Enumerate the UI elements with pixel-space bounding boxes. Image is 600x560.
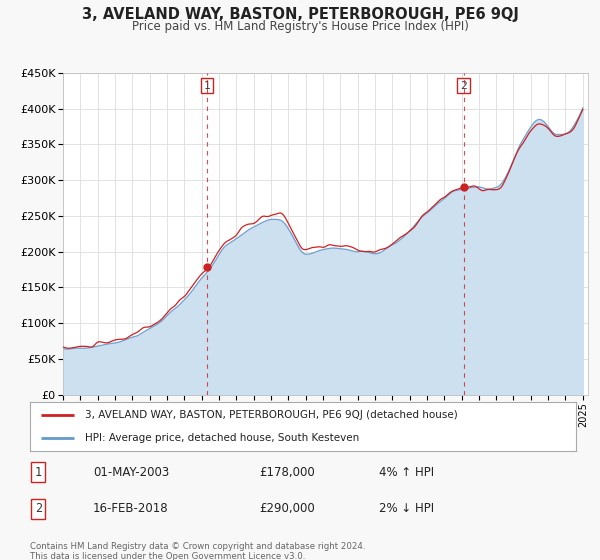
Text: 2: 2 <box>35 502 42 515</box>
Text: 3, AVELAND WAY, BASTON, PETERBOROUGH, PE6 9QJ (detached house): 3, AVELAND WAY, BASTON, PETERBOROUGH, PE… <box>85 410 457 421</box>
Text: 4% ↑ HPI: 4% ↑ HPI <box>379 465 434 479</box>
Text: 2% ↓ HPI: 2% ↓ HPI <box>379 502 434 515</box>
Text: 3, AVELAND WAY, BASTON, PETERBOROUGH, PE6 9QJ: 3, AVELAND WAY, BASTON, PETERBOROUGH, PE… <box>82 7 518 22</box>
Text: £290,000: £290,000 <box>259 502 315 515</box>
Text: Price paid vs. HM Land Registry's House Price Index (HPI): Price paid vs. HM Land Registry's House … <box>131 20 469 32</box>
Text: 1: 1 <box>35 465 42 479</box>
Text: 16-FEB-2018: 16-FEB-2018 <box>93 502 169 515</box>
Text: 1: 1 <box>204 81 211 91</box>
Text: 01-MAY-2003: 01-MAY-2003 <box>93 465 169 479</box>
Text: HPI: Average price, detached house, South Kesteven: HPI: Average price, detached house, Sout… <box>85 433 359 444</box>
Text: £178,000: £178,000 <box>259 465 315 479</box>
Text: Contains HM Land Registry data © Crown copyright and database right 2024.
This d: Contains HM Land Registry data © Crown c… <box>30 542 365 560</box>
Text: 2: 2 <box>460 81 467 91</box>
